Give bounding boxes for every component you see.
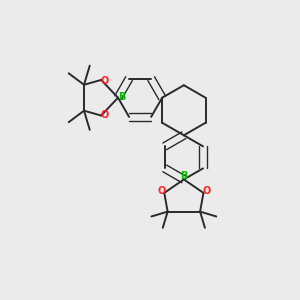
Text: B: B bbox=[118, 92, 125, 102]
Text: O: O bbox=[157, 186, 166, 196]
Text: B: B bbox=[180, 171, 188, 181]
Text: O: O bbox=[101, 110, 109, 120]
Text: O: O bbox=[101, 76, 109, 86]
Text: O: O bbox=[202, 186, 211, 196]
